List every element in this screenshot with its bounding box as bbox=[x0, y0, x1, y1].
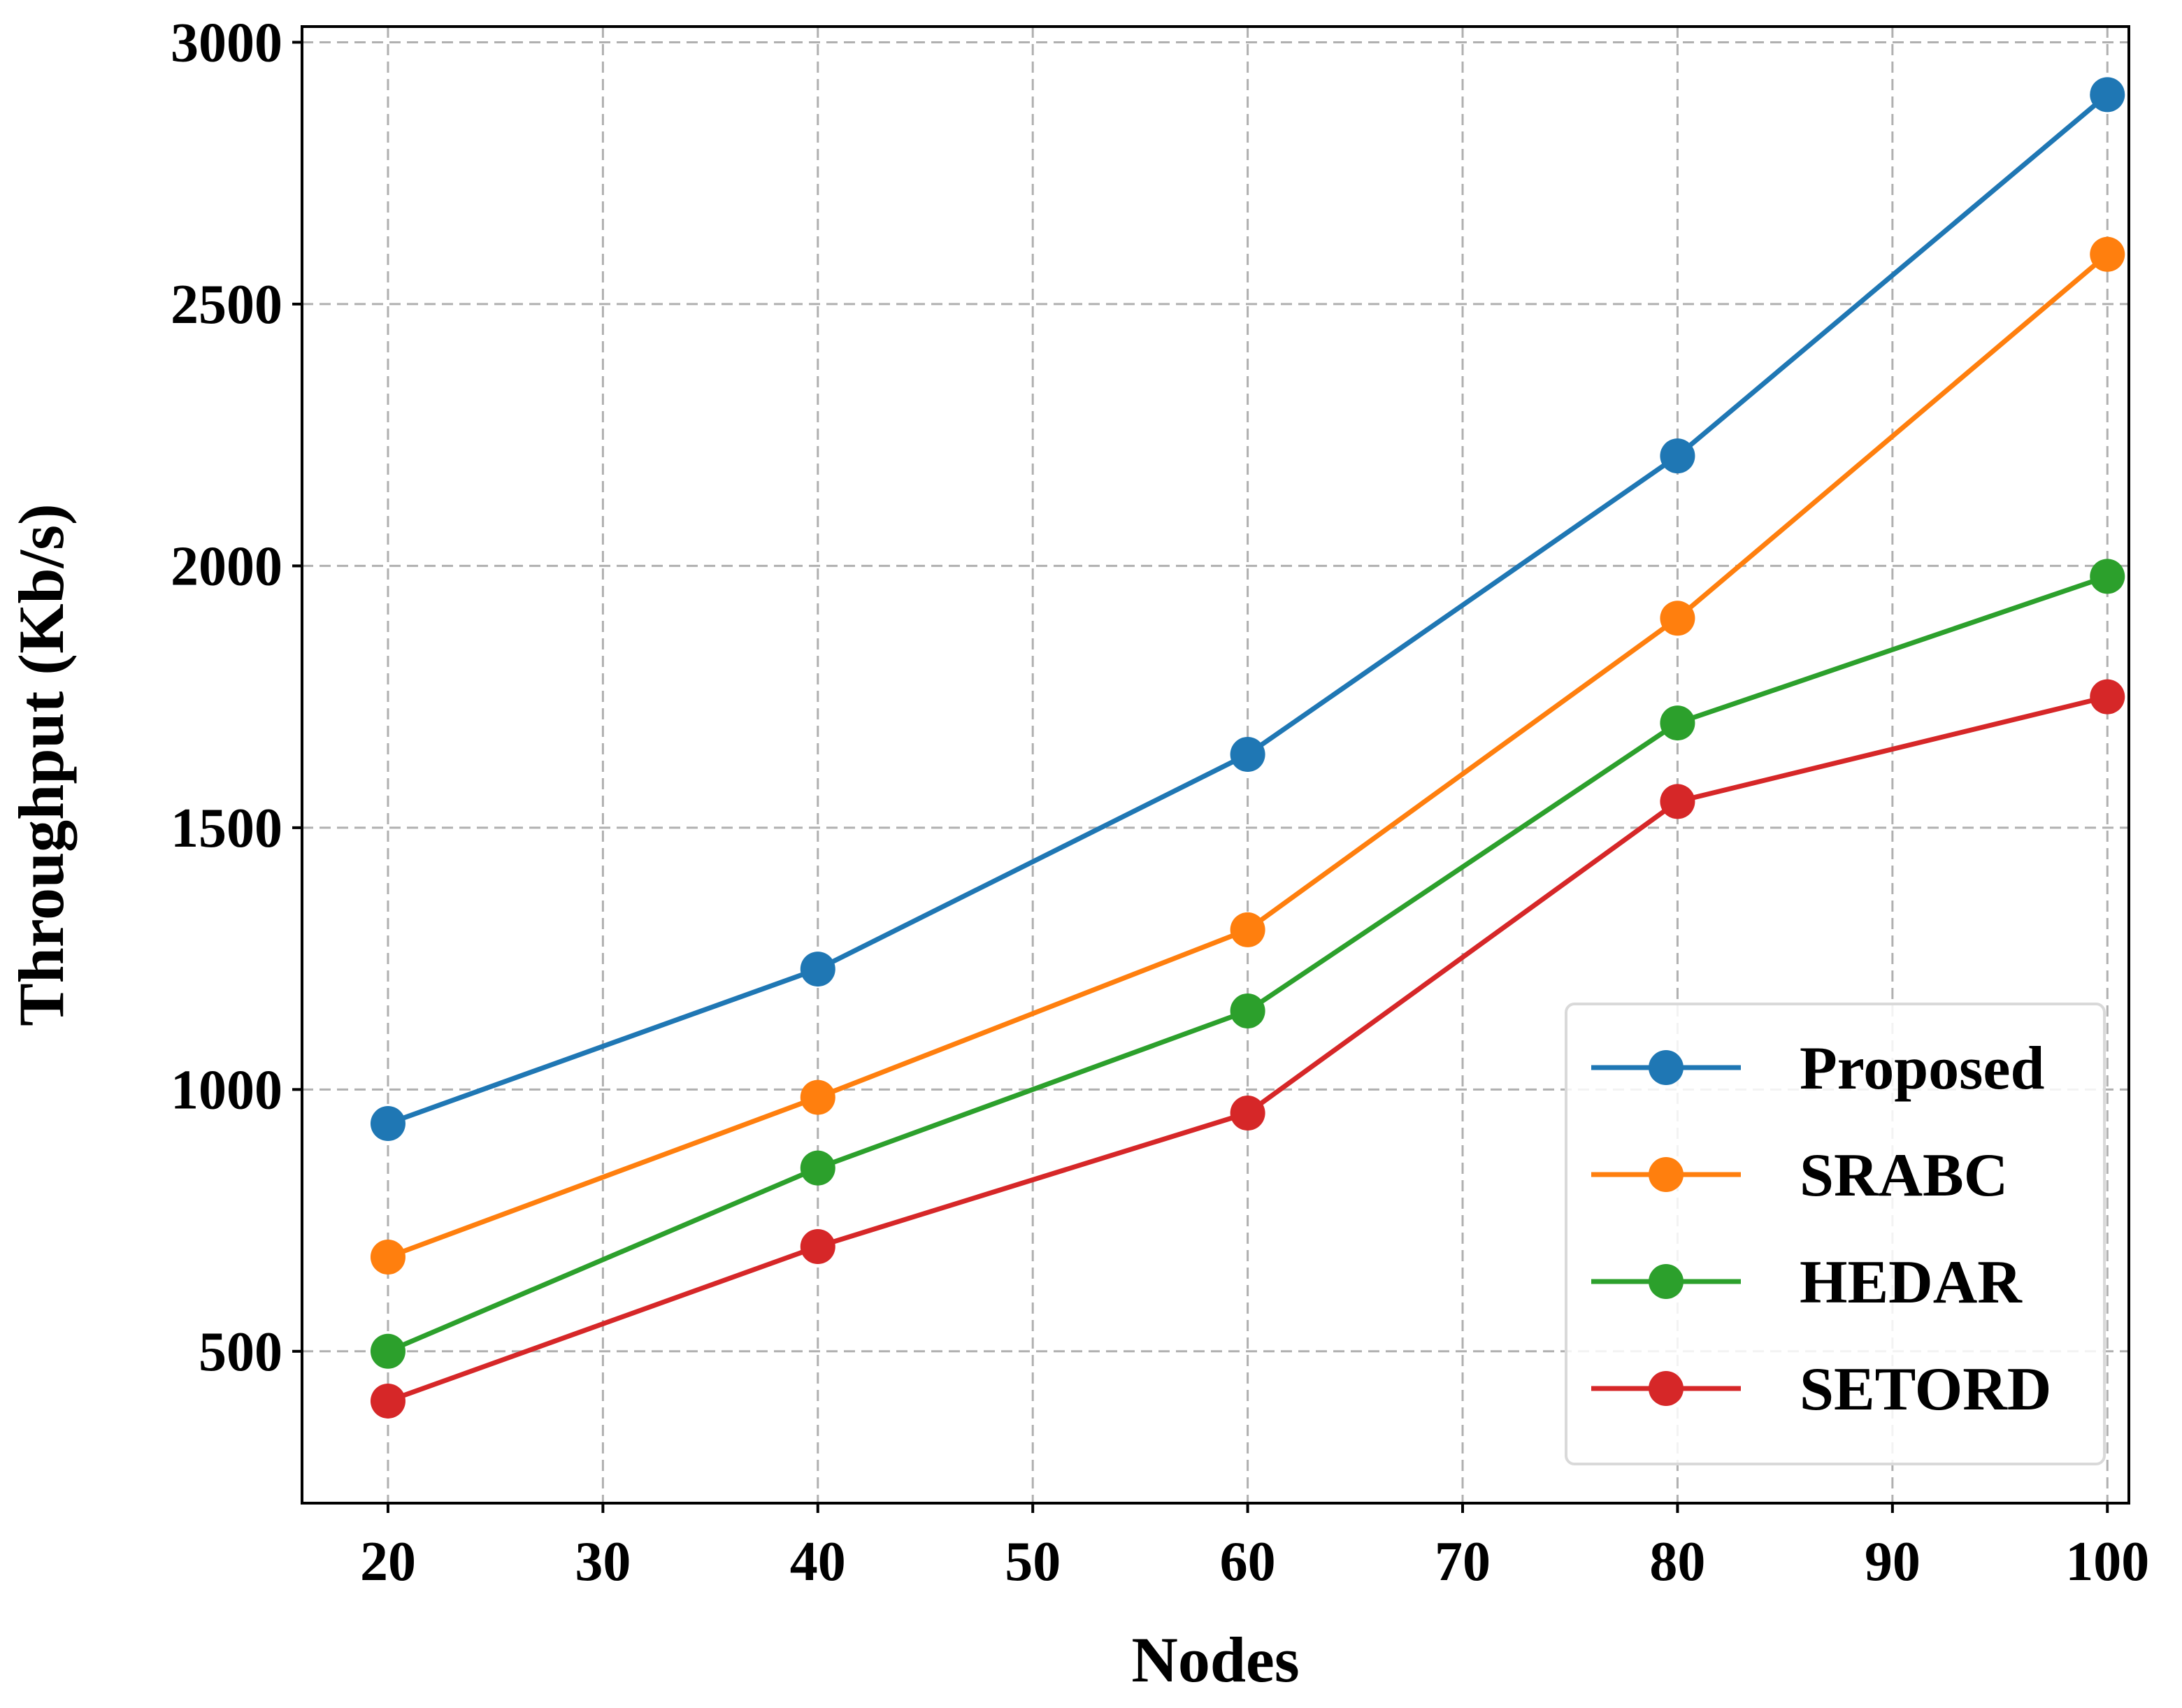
y-tick-label: 1500 bbox=[171, 798, 282, 859]
data-point-hedar bbox=[2090, 559, 2125, 594]
data-point-setord bbox=[370, 1383, 405, 1419]
x-tick-label: 50 bbox=[1005, 1531, 1061, 1593]
legend-item: HEDAR bbox=[1591, 1249, 2023, 1316]
plot-area-frame bbox=[301, 25, 2130, 1505]
y-tick-label: 1000 bbox=[171, 1059, 282, 1121]
data-point-setord bbox=[1660, 784, 1695, 819]
data-point-srabc bbox=[800, 1079, 835, 1115]
data-point-proposed bbox=[800, 952, 835, 987]
x-tick-label: 60 bbox=[1220, 1531, 1276, 1593]
x-tick-label: 100 bbox=[2065, 1531, 2149, 1593]
series-srabc bbox=[370, 236, 2125, 1275]
x-tick-label: 70 bbox=[1435, 1531, 1491, 1593]
legend: Proposed SRABC HEDAR SETORD bbox=[1565, 1003, 2106, 1465]
legend-label: SRABC bbox=[1800, 1142, 2008, 1210]
data-point-proposed bbox=[370, 1106, 405, 1142]
data-point-srabc bbox=[1660, 601, 1695, 636]
legend-item: Proposed bbox=[1591, 1035, 2044, 1103]
y-axis-title: Throughput (Kb/s) bbox=[6, 503, 77, 1026]
series-proposed bbox=[370, 77, 2125, 1142]
data-point-setord bbox=[1230, 1096, 1265, 1131]
tick-labels: 20 30 40 50 60 70 80 90 100 500 1000 1500 2000 2500 30… bbox=[171, 12, 2149, 1593]
data-point-srabc bbox=[370, 1240, 405, 1275]
data-point-setord bbox=[800, 1229, 835, 1265]
legend-marker bbox=[1649, 1157, 1684, 1192]
legend-item: SETORD bbox=[1591, 1356, 2051, 1423]
legend-box bbox=[1565, 1003, 2106, 1465]
y-tick-label: 2000 bbox=[171, 536, 282, 597]
data-point-hedar bbox=[800, 1150, 835, 1186]
data-point-proposed bbox=[1660, 438, 1695, 474]
y-tick-label: 2500 bbox=[171, 274, 282, 336]
legend-label: HEDAR bbox=[1800, 1249, 2023, 1316]
legend-label: Proposed bbox=[1800, 1035, 2044, 1103]
data-point-proposed bbox=[1230, 737, 1265, 773]
x-tick-label: 30 bbox=[575, 1531, 631, 1593]
x-tick-label: 40 bbox=[790, 1531, 846, 1593]
x-tick-label: 80 bbox=[1649, 1531, 1705, 1593]
data-point-hedar bbox=[1660, 705, 1695, 741]
series-setord bbox=[370, 679, 2125, 1419]
series-hedar bbox=[370, 559, 2125, 1369]
data-point-hedar bbox=[1230, 993, 1265, 1028]
x-tick-label: 20 bbox=[360, 1531, 416, 1593]
data-point-srabc bbox=[2090, 236, 2125, 272]
y-tick-label: 3000 bbox=[171, 12, 282, 73]
legend-marker bbox=[1649, 1264, 1684, 1299]
y-tick-label: 500 bbox=[199, 1321, 282, 1383]
data-point-setord bbox=[2090, 679, 2125, 715]
x-tick-label: 90 bbox=[1865, 1531, 1921, 1593]
legend-marker bbox=[1649, 1371, 1684, 1406]
data-point-srabc bbox=[1230, 912, 1265, 947]
axis-ticks bbox=[292, 41, 2109, 1513]
data-point-hedar bbox=[370, 1333, 405, 1369]
legend-label: SETORD bbox=[1800, 1356, 2051, 1423]
legend-item: SRABC bbox=[1591, 1142, 2008, 1210]
legend-marker bbox=[1649, 1050, 1684, 1085]
series-layer bbox=[370, 77, 2125, 1419]
data-point-proposed bbox=[2090, 77, 2125, 113]
x-axis-title: Nodes bbox=[1131, 1624, 1299, 1695]
